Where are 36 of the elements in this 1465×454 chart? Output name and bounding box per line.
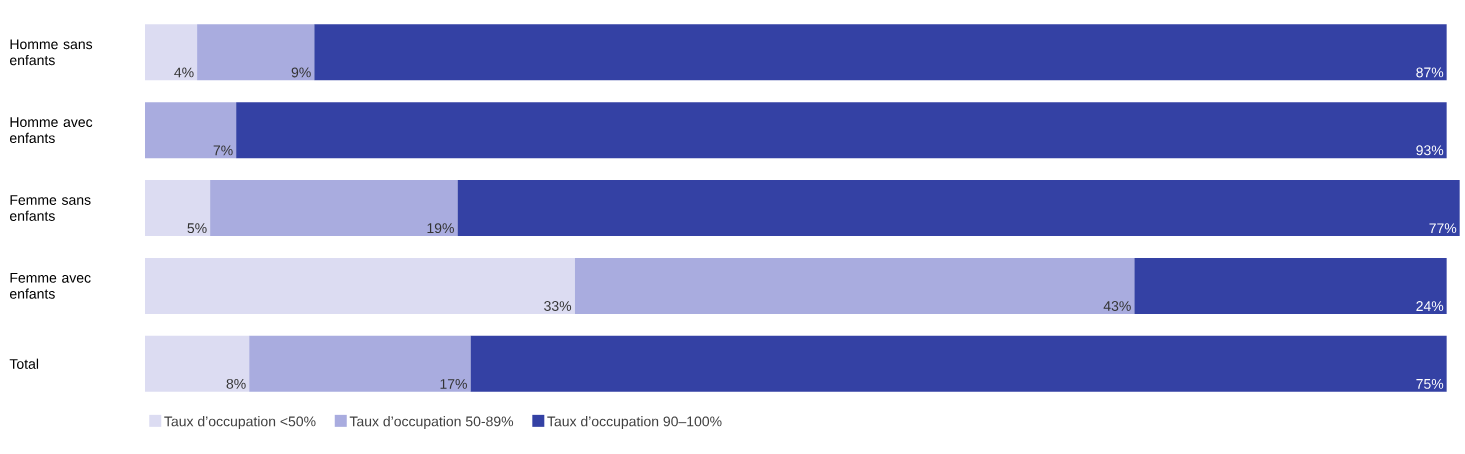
y-tick-label: Femme sans enfants [9,195,91,221]
y-tick-label: Femme avec enfants [9,273,91,299]
legend-label: Taux d’occupation <50% [164,416,316,430]
data-label: 75% [1416,379,1444,389]
bar [574,257,1135,314]
data-label: 7% [213,145,233,156]
data-label: 8% [226,378,246,389]
data-label: 24% [1416,301,1444,311]
bar [145,335,250,392]
y-tick-label: Homme sans enfants [9,39,93,66]
bar [145,257,575,314]
bar [1134,257,1447,314]
data-label: 33% [544,301,572,311]
data-label: 19% [427,223,454,234]
legend-label: Taux d’occupation 90–100% [547,416,722,430]
data-label: 43% [1103,301,1131,311]
bar [210,180,458,237]
data-label: 9% [291,67,311,78]
data-label: 5% [187,223,207,234]
legend-label: Taux d’occupation 50-89% [349,416,514,430]
bar [145,180,211,237]
y-tick-label: Total [9,358,39,369]
data-label: 87% [1416,67,1444,78]
data-label: 4% [174,67,194,78]
bar [236,102,1447,159]
bar [470,335,1447,392]
data-label: 77% [1429,223,1457,234]
bar [457,180,1460,237]
data-label: 93% [1416,145,1444,156]
bar [145,24,198,81]
bar [314,24,1447,81]
bar [145,102,237,159]
bar [249,335,471,392]
bar [197,24,315,81]
data-label: 17% [440,379,467,389]
y-tick-label: Homme avec enfants [9,117,93,144]
